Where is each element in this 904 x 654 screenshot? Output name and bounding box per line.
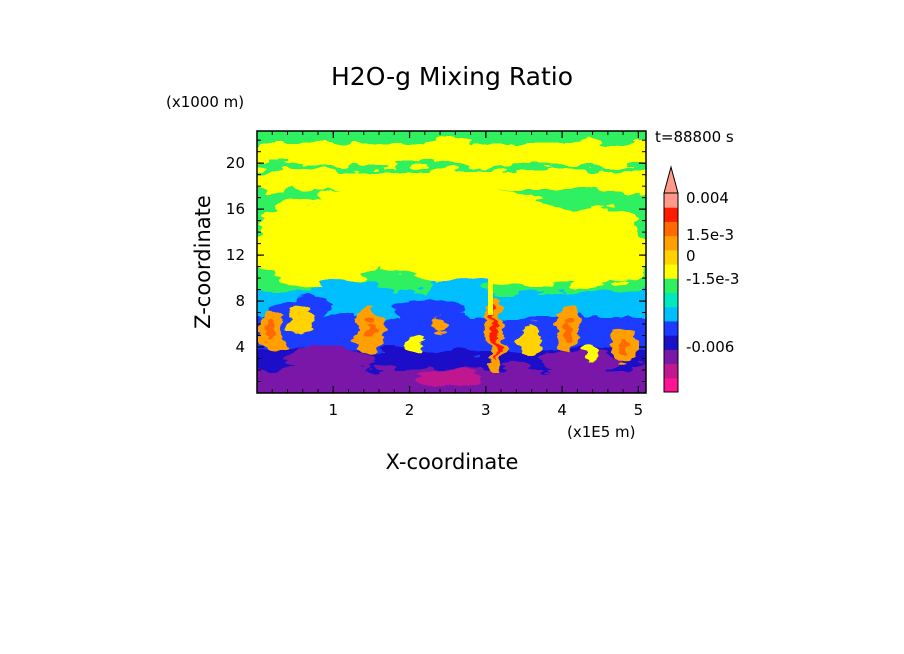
x-tick-label: 5 [634,401,644,419]
x-tick-label: 4 [557,401,567,419]
colorbar-swatch [664,236,678,251]
colorbar [664,167,678,393]
colorbar-swatch [664,278,678,293]
colorbar-swatch [664,307,678,322]
colorbar-label: -0.006 [686,338,734,356]
y-tick-label: 4 [235,338,245,356]
colorbar-swatch [664,221,678,236]
x-tick-label: 3 [481,401,491,419]
y-tick-label: 12 [226,246,245,264]
colorbar-label: -1.5e-3 [686,270,739,288]
colorbar-labels: 0.004 1.5e-3 0 -1.5e-3 -0.006 [686,189,739,356]
x-tick-label: 1 [329,401,339,419]
chart-title: H2O-g Mixing Ratio [331,62,573,91]
contour-field [245,120,660,405]
colorbar-swatch [664,193,678,208]
x-unit-label: (x1E5 m) [567,423,636,441]
colorbar-swatch [664,349,678,364]
y-tick-label: 20 [226,154,245,172]
y-tick-label: 8 [235,292,245,310]
x-tick-label: 2 [405,401,415,419]
x-axis-label: X-coordinate [386,450,519,474]
colorbar-swatch [664,378,678,393]
y-tick-label: 16 [226,200,245,218]
y-tick-labels: 4 8 12 16 20 [226,154,245,356]
colorbar-swatch [664,364,678,379]
y-unit-label: (x1000 m) [166,93,244,111]
y-axis-label: Z-coordinate [191,195,215,329]
colorbar-swatch [664,293,678,308]
colorbar-label: 0 [686,247,696,265]
colorbar-swatch [664,335,678,350]
colorbar-swatch [664,207,678,222]
colorbar-label: 0.004 [686,189,729,207]
time-label: t=88800 s [655,128,734,146]
colorbar-swatch [664,264,678,279]
colorbar-label: 1.5e-3 [686,226,734,244]
x-tick-labels: 1 2 3 4 5 [329,401,644,419]
colorbar-swatch [664,250,678,265]
colorbar-swatch [664,321,678,336]
colorbar-arrow [664,167,678,193]
